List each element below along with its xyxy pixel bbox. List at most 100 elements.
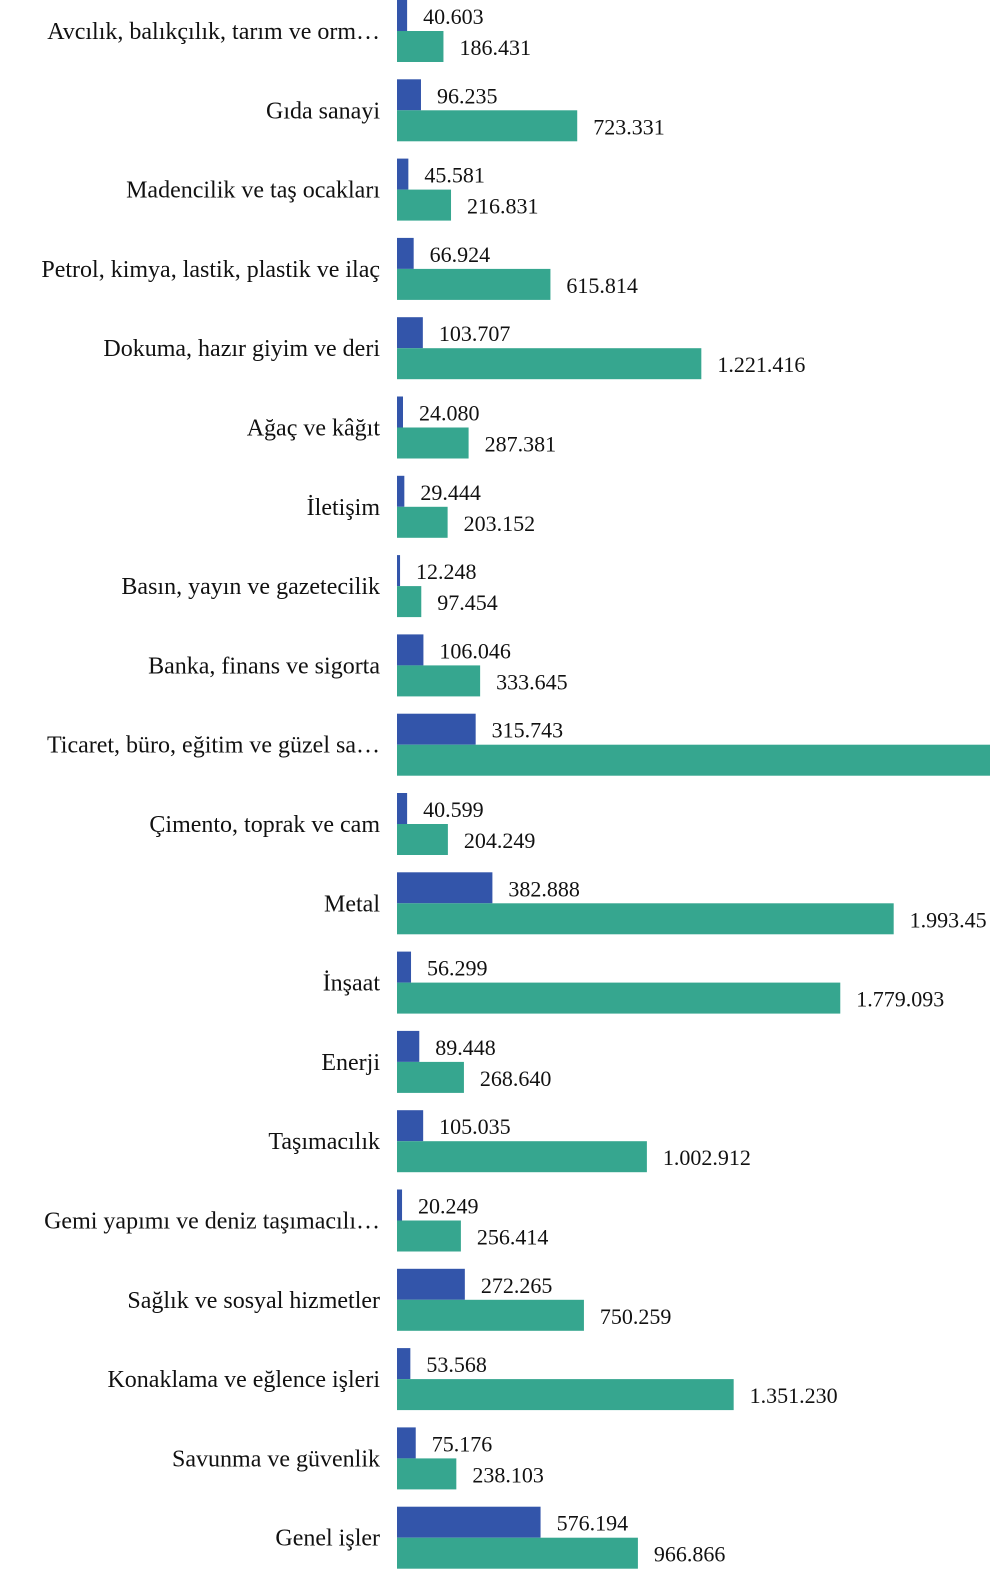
bar-series-2	[397, 348, 702, 380]
bar-series-1	[397, 555, 401, 587]
bar-series-1	[397, 237, 414, 269]
category-label: Taşımacılık	[268, 1129, 380, 1155]
bar-series-1	[397, 1030, 420, 1062]
bar-series-1	[397, 1189, 403, 1221]
bar-series-1	[397, 951, 412, 983]
data-label-series-2: 186.431	[459, 35, 530, 60]
category-label: Avcılık, balıkçılık, tarım ve orm…	[47, 19, 380, 45]
data-label-series-1: 106.046	[439, 638, 511, 663]
data-label-series-2: 1.221.416	[717, 352, 805, 377]
bar-series-2	[397, 427, 469, 459]
bar-series-2	[397, 506, 448, 538]
data-label-series-1: 105.035	[439, 1114, 511, 1139]
bar-series-2	[397, 982, 841, 1014]
data-label-series-1: 315.743	[492, 718, 564, 743]
data-label-series-1: 272.265	[481, 1273, 553, 1298]
data-label-series-1: 382.888	[508, 876, 580, 901]
category-label: Gemi yapımı ve deniz taşımacılı…	[44, 1209, 380, 1235]
data-label-series-1: 12.248	[416, 559, 477, 584]
bar-series-1	[397, 1268, 465, 1300]
category-label: Basın, yayın ve gazetecilik	[121, 574, 380, 600]
bar-series-2	[397, 1299, 584, 1331]
data-label-series-1: 40.599	[423, 797, 484, 822]
data-label-series-2: 750.259	[600, 1304, 672, 1329]
data-label-series-2: 287.381	[485, 432, 557, 457]
category-label: Ticaret, büro, eğitim ve güzel sa…	[47, 733, 380, 759]
bar-series-1	[397, 634, 424, 666]
bar-series-1	[397, 158, 409, 190]
bar-series-2	[397, 1537, 638, 1569]
data-label-series-2: 256.414	[477, 1225, 549, 1250]
bar-series-2	[397, 824, 448, 855]
category-label: Madencilik ve taş ocakları	[126, 178, 380, 204]
data-label-series-1: 576.194	[557, 1511, 629, 1536]
data-label-series-2: 204.249	[464, 828, 536, 853]
bar-series-1	[397, 1348, 411, 1380]
bar-series-1	[397, 1506, 541, 1538]
data-label-series-2: 615.814	[566, 273, 638, 298]
bar-series-2	[397, 1061, 464, 1093]
bar-series-1	[397, 872, 493, 904]
bar-series-1	[397, 713, 476, 745]
category-label: Genel işler	[275, 1526, 380, 1552]
data-label-series-1: 103.707	[439, 321, 511, 346]
category-label: Konaklama ve eğlence işleri	[107, 1367, 380, 1393]
bar-series-2	[397, 189, 452, 221]
bar-series-1	[397, 475, 405, 507]
data-label-series-2: 1.993.45	[910, 907, 987, 932]
bar-series-1	[397, 1427, 416, 1459]
data-label-series-2: 268.640	[480, 1066, 552, 1091]
category-label: Gıda sanayi	[266, 98, 380, 124]
data-label-series-1: 53.568	[426, 1352, 487, 1377]
category-label: Sağlık ve sosyal hizmetler	[127, 1288, 380, 1314]
data-label-series-2: 966.866	[654, 1542, 726, 1567]
data-label-series-1: 29.444	[420, 480, 481, 505]
bar-series-2	[397, 1458, 457, 1490]
data-label-series-2: 97.454	[437, 590, 498, 615]
bar-series-2	[397, 903, 894, 935]
data-label-series-1: 89.448	[435, 1035, 496, 1060]
category-label: Enerji	[321, 1050, 380, 1076]
bar-series-2	[397, 586, 422, 618]
bar-series-1	[397, 317, 423, 349]
data-label-series-2: 723.331	[593, 114, 665, 139]
category-label: İnşaat	[323, 971, 381, 997]
category-label: Petrol, kimya, lastik, plastik ve ilaç	[41, 257, 380, 283]
category-label: Savunma ve güvenlik	[172, 1446, 380, 1472]
bar-series-2	[397, 268, 551, 300]
data-label-series-1: 40.603	[423, 4, 484, 29]
data-label-series-2: 1.002.912	[663, 1145, 751, 1170]
data-label-series-2: 1.351.230	[750, 1383, 838, 1408]
data-label-series-1: 75.176	[432, 1431, 493, 1456]
category-label: Dokuma, hazır giyim ve deri	[103, 336, 380, 362]
bar-series-2	[397, 665, 481, 697]
bar-series-2	[397, 744, 990, 776]
data-label-series-1: 45.581	[424, 163, 485, 188]
category-label: Metal	[324, 891, 380, 917]
data-label-series-1: 56.299	[427, 956, 488, 981]
bar-series-2	[397, 110, 578, 142]
data-label-series-2: 333.645	[496, 669, 567, 694]
bar-series-1	[397, 396, 403, 428]
bar-series-1	[397, 79, 421, 111]
data-label-series-1: 66.924	[430, 242, 491, 267]
data-label-series-1: 96.235	[437, 83, 498, 108]
category-label: Banka, finans ve sigorta	[148, 653, 380, 679]
category-label: Çimento, toprak ve cam	[149, 812, 380, 838]
category-label: Ağaç ve kâğıt	[247, 416, 381, 442]
bar-series-2	[397, 1141, 647, 1173]
data-label-series-2: 203.152	[464, 511, 536, 536]
data-label-series-2: 1.779.093	[856, 987, 944, 1012]
category-label: İletişim	[307, 495, 381, 521]
data-label-series-1: 24.080	[419, 401, 480, 426]
data-label-series-2: 238.103	[472, 1462, 544, 1487]
bar-series-1	[397, 793, 408, 824]
bar-series-2	[397, 31, 444, 62]
bar-series-1	[397, 0, 408, 31]
data-label-series-2: 216.831	[467, 194, 538, 219]
data-label-series-1: 20.249	[418, 1194, 479, 1219]
bar-series-2	[397, 1379, 734, 1411]
bar-series-1	[397, 1110, 424, 1142]
bar-series-2	[397, 1220, 461, 1252]
